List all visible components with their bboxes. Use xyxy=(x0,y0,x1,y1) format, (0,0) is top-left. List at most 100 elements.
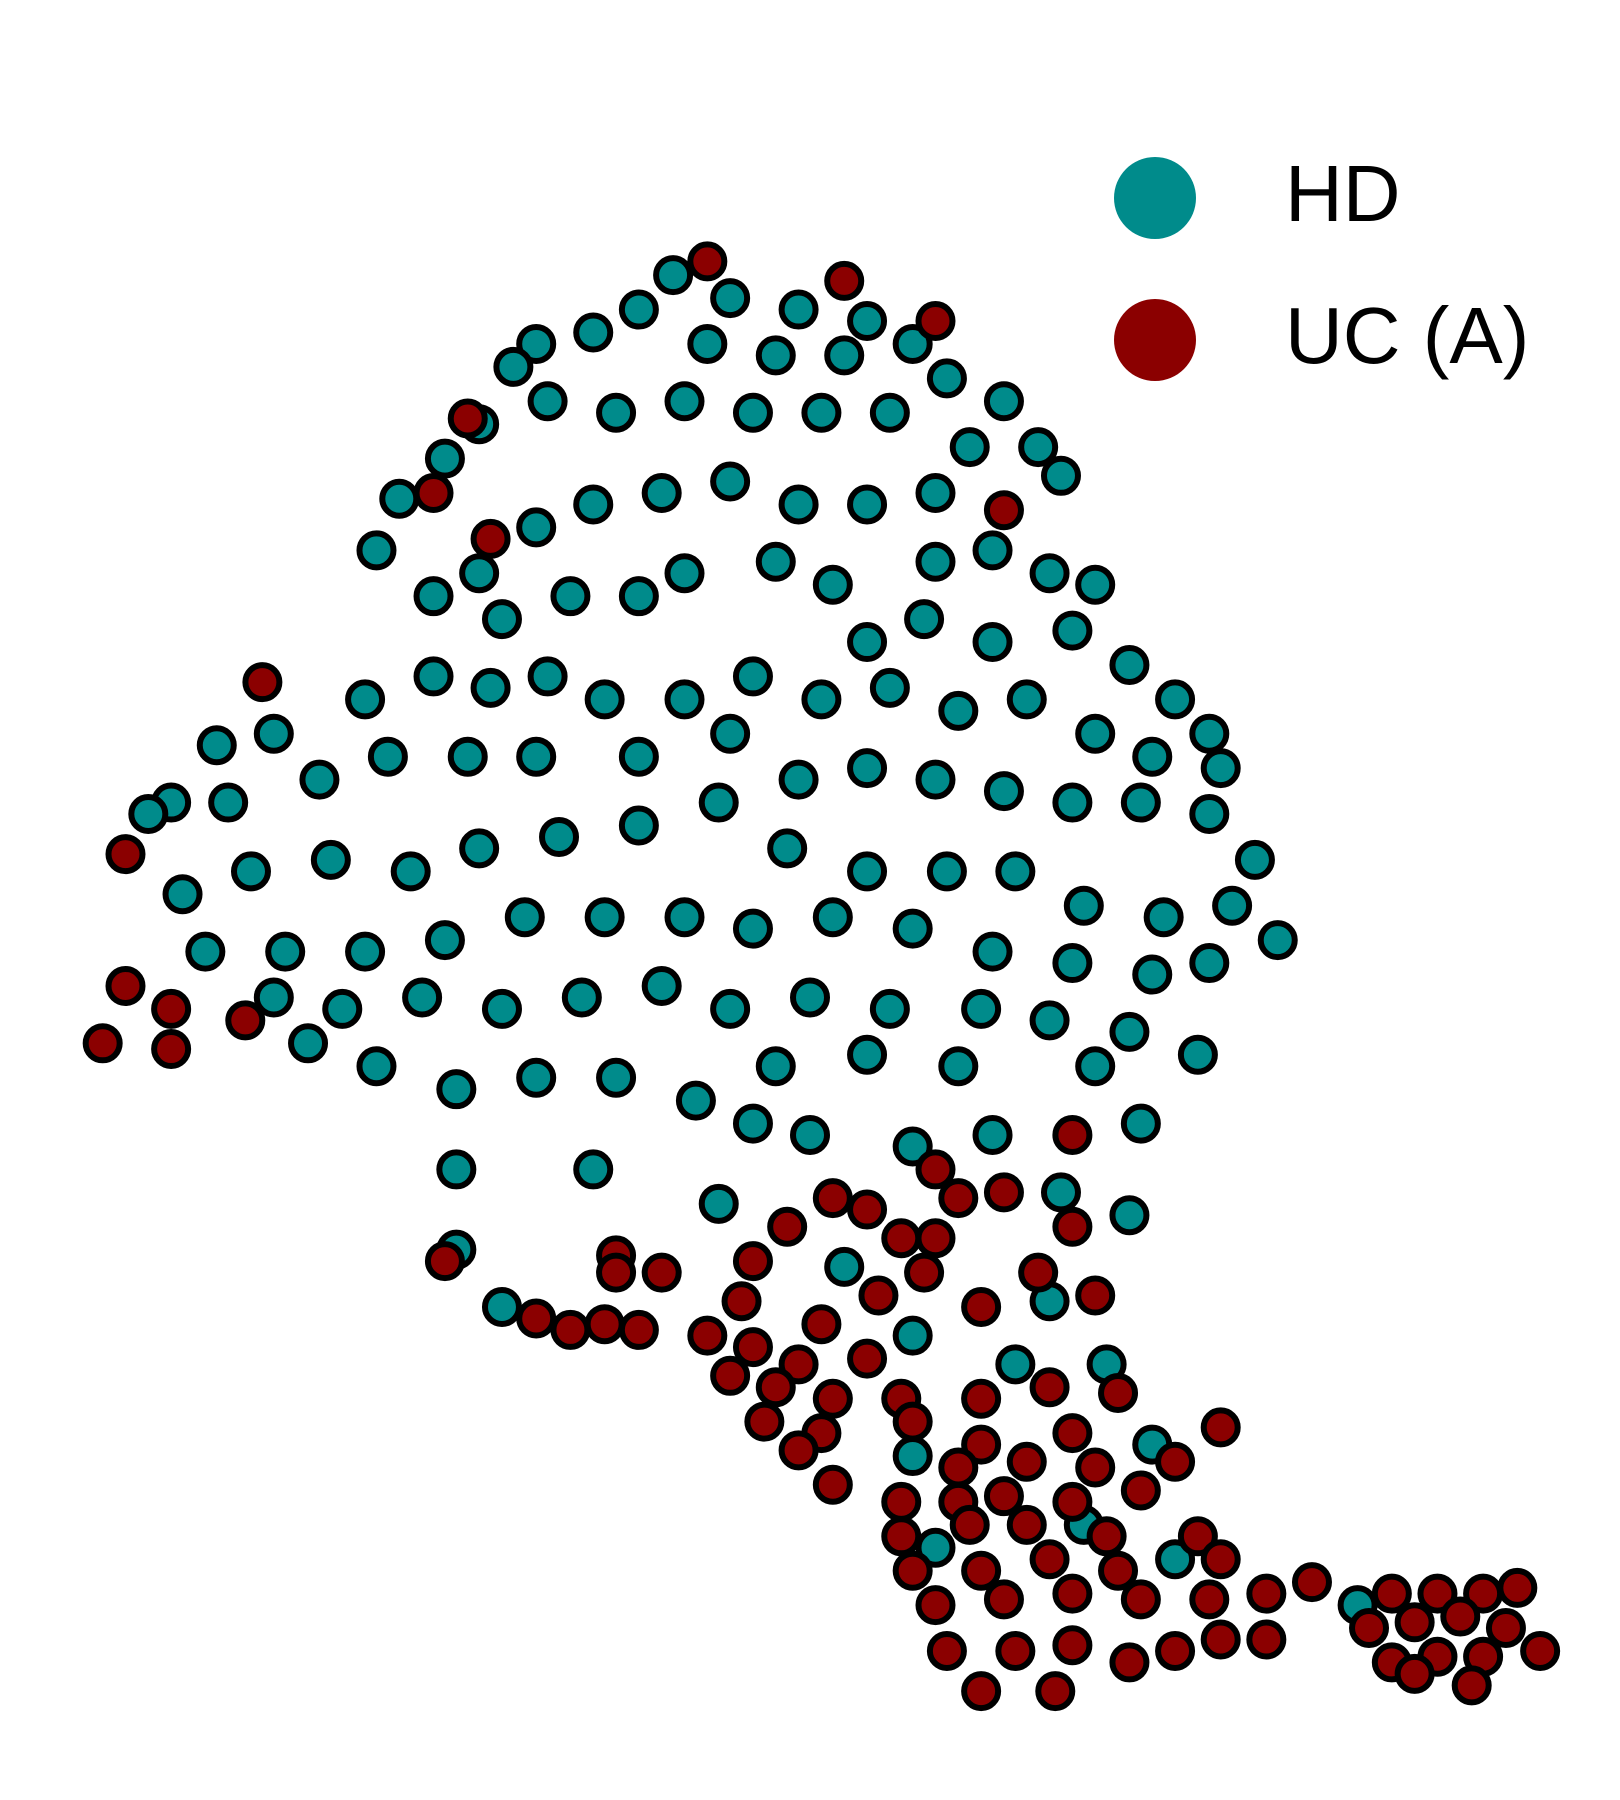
point xyxy=(1155,1630,1196,1671)
point xyxy=(1189,713,1230,754)
point xyxy=(778,759,819,800)
point xyxy=(983,490,1024,531)
point xyxy=(1200,1539,1241,1580)
point xyxy=(801,1304,842,1345)
point xyxy=(1006,679,1047,720)
point xyxy=(527,656,568,697)
point xyxy=(470,518,511,559)
point xyxy=(1075,713,1116,754)
point xyxy=(1246,1573,1287,1614)
point xyxy=(1394,1602,1435,1643)
point xyxy=(755,1046,796,1087)
point xyxy=(892,1550,933,1591)
legend-marker xyxy=(1114,299,1196,381)
point xyxy=(573,312,614,353)
point xyxy=(641,1252,682,1293)
point xyxy=(356,1046,397,1087)
point xyxy=(504,897,545,938)
point xyxy=(1109,644,1150,685)
point xyxy=(288,1023,329,1064)
point xyxy=(516,507,557,548)
point xyxy=(755,1367,796,1408)
point xyxy=(812,1464,853,1505)
point xyxy=(790,977,830,1018)
point xyxy=(972,622,1013,663)
point xyxy=(413,472,454,513)
point xyxy=(299,759,340,800)
point xyxy=(892,1436,933,1477)
point xyxy=(892,908,933,949)
point xyxy=(801,392,842,433)
point xyxy=(1291,1562,1332,1603)
point xyxy=(732,392,773,433)
point xyxy=(481,1287,522,1328)
point xyxy=(869,392,910,433)
point xyxy=(1018,1252,1059,1293)
point xyxy=(424,1241,465,1282)
point xyxy=(1520,1630,1561,1671)
point xyxy=(596,1252,637,1293)
point xyxy=(778,1344,819,1385)
point xyxy=(105,834,146,875)
point xyxy=(812,1378,853,1419)
point xyxy=(983,1476,1024,1517)
point xyxy=(687,323,728,364)
point xyxy=(1132,954,1173,995)
point xyxy=(539,816,580,857)
point xyxy=(402,977,443,1018)
point xyxy=(915,1527,956,1568)
point xyxy=(892,1126,933,1167)
point xyxy=(162,874,203,915)
point xyxy=(881,1218,922,1259)
point xyxy=(105,965,146,1006)
point xyxy=(596,392,637,433)
point xyxy=(1120,1470,1161,1511)
point xyxy=(983,1172,1024,1213)
point xyxy=(1075,1275,1116,1316)
point xyxy=(1029,1367,1070,1408)
point xyxy=(1257,920,1298,961)
point xyxy=(915,301,956,342)
point xyxy=(1035,1671,1076,1712)
point xyxy=(1189,1579,1230,1620)
point xyxy=(755,335,796,376)
point xyxy=(938,1447,979,1488)
point xyxy=(561,977,602,1018)
point xyxy=(151,1029,192,1070)
point xyxy=(732,1241,773,1282)
point xyxy=(904,599,945,640)
point xyxy=(926,851,967,892)
point xyxy=(1052,1115,1093,1156)
point xyxy=(915,1585,956,1626)
point xyxy=(618,576,659,617)
point xyxy=(847,301,888,342)
point xyxy=(732,1327,773,1368)
point xyxy=(732,1103,773,1144)
point xyxy=(926,358,967,399)
point xyxy=(732,656,773,697)
point xyxy=(196,725,237,766)
point xyxy=(1451,1665,1492,1706)
point xyxy=(664,679,705,720)
point xyxy=(812,1178,853,1219)
point xyxy=(82,1023,123,1064)
point xyxy=(1052,1481,1093,1522)
point xyxy=(1052,1206,1093,1247)
point xyxy=(710,988,751,1029)
point xyxy=(1497,1567,1538,1608)
point xyxy=(1200,1619,1241,1660)
point xyxy=(527,381,568,422)
point xyxy=(847,484,888,525)
point xyxy=(687,241,728,282)
point xyxy=(1234,839,1275,880)
point xyxy=(345,931,386,972)
point xyxy=(618,1309,659,1350)
point xyxy=(310,839,351,880)
point xyxy=(1075,564,1116,605)
point xyxy=(151,988,192,1029)
point xyxy=(436,1069,477,1110)
point xyxy=(915,1218,956,1259)
point xyxy=(1075,1046,1116,1087)
point xyxy=(1349,1608,1390,1649)
